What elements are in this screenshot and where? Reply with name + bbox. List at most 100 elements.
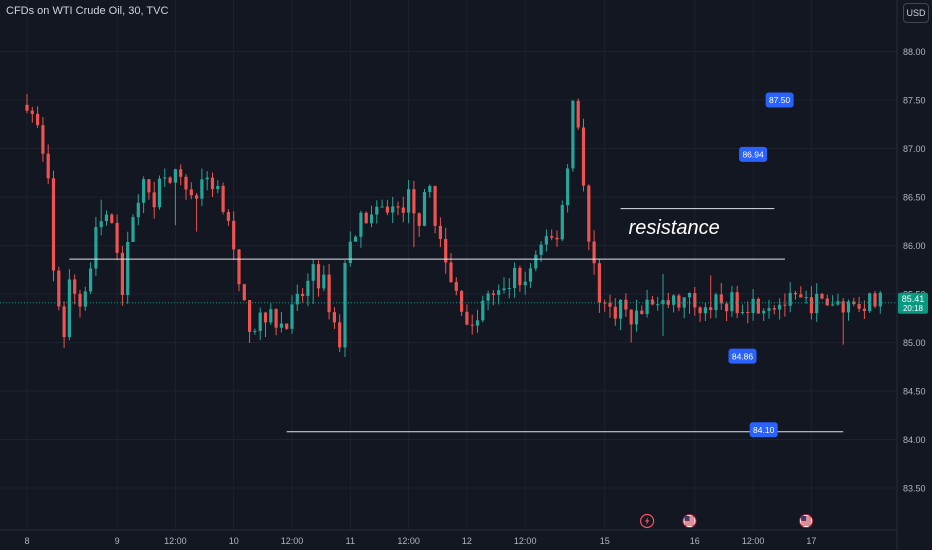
candle-body	[295, 293, 299, 305]
candle-body	[454, 282, 458, 291]
candle-body	[412, 189, 416, 214]
candle-body	[555, 237, 559, 240]
candle-body	[703, 307, 707, 314]
candle-body	[311, 264, 315, 281]
candle-body	[131, 217, 135, 243]
candle-body	[857, 304, 861, 309]
candle-body	[767, 308, 771, 311]
candle-body	[417, 213, 421, 226]
candle-body	[762, 310, 766, 314]
us-flag-icon[interactable]	[799, 514, 814, 528]
candle-body	[672, 295, 676, 305]
candle-body	[41, 125, 45, 154]
candle-body	[444, 238, 448, 263]
candle-body	[136, 202, 140, 218]
resistance-annotation[interactable]: resistance	[628, 216, 720, 239]
candle-body	[868, 293, 872, 312]
x-tick-label: 12:00	[742, 536, 765, 546]
candle-body	[608, 302, 612, 307]
candle-body	[544, 236, 548, 245]
candle-body	[778, 304, 782, 310]
candle-body	[253, 330, 257, 332]
candle-body	[401, 207, 405, 213]
price-label-bg	[728, 348, 757, 364]
price-label-tag[interactable]: 86.94	[739, 146, 768, 162]
x-tick-label: 8	[24, 536, 29, 546]
candle-body	[793, 292, 798, 295]
candle-body	[656, 304, 660, 306]
price-label-tag[interactable]: 87.50	[765, 92, 794, 108]
candle-body	[693, 293, 697, 308]
y-tick-label: 84.50	[903, 387, 926, 397]
candle-body	[581, 127, 586, 186]
price-label-tag[interactable]: 84.86	[728, 348, 757, 364]
candle-body	[237, 249, 241, 285]
candle-body	[195, 195, 199, 199]
candle-body	[560, 205, 564, 240]
candle-body	[226, 211, 230, 221]
candle-body	[168, 177, 172, 183]
candle-body	[152, 192, 156, 208]
candle-body	[301, 293, 305, 296]
symbol-title: CFDs on WTI Crude Oil, 30, TVC	[6, 5, 169, 17]
candle-body	[613, 306, 617, 319]
candle-body	[730, 292, 734, 312]
x-tick-label: 17	[806, 536, 816, 546]
candle-body	[279, 323, 283, 328]
candle-body	[25, 104, 29, 111]
candle-body	[163, 177, 167, 179]
candle-body	[873, 293, 877, 307]
candle-body	[475, 320, 480, 326]
candle-body	[735, 292, 739, 314]
flag-icon-canton	[684, 516, 690, 521]
x-tick-label: 12:00	[397, 536, 420, 546]
candle-body	[30, 110, 34, 114]
candle-body	[327, 274, 331, 313]
candle-body	[486, 293, 490, 301]
candles-group	[25, 94, 882, 357]
lightning-icon[interactable]	[639, 513, 655, 529]
candle-body	[67, 279, 71, 338]
candle-body	[385, 206, 389, 213]
flag-icon-canton	[801, 516, 807, 521]
candle-body	[550, 236, 554, 238]
lightning-icon-bolt	[644, 517, 650, 525]
candle-body	[126, 242, 130, 295]
candle-body	[248, 300, 252, 332]
price-label-tag[interactable]: 84.10	[749, 422, 778, 438]
candle-body	[104, 214, 109, 222]
candle-body	[634, 310, 639, 325]
candle-body	[619, 299, 623, 319]
candle-body	[783, 304, 787, 306]
x-tick-label: 12	[462, 536, 472, 546]
y-tick-label: 84.00	[903, 435, 926, 445]
candle-body	[624, 299, 628, 310]
candle-body	[465, 311, 469, 325]
candle-body	[539, 244, 543, 255]
candle-body	[120, 252, 124, 295]
candle-body	[407, 189, 411, 213]
last-price-countdown: 20:18	[903, 304, 924, 313]
candle-body	[862, 308, 866, 312]
candle-body	[725, 303, 729, 312]
y-tick-label: 83.50	[903, 484, 926, 494]
y-tick-label: 86.50	[903, 193, 926, 203]
candle-body	[523, 281, 527, 286]
us-flag-icon[interactable]	[682, 514, 697, 528]
currency-button[interactable]: USD	[903, 3, 929, 23]
candle-body	[359, 212, 363, 237]
candle-body	[73, 279, 77, 294]
candle-body	[460, 290, 464, 312]
x-tick-label: 15	[600, 536, 610, 546]
candle-body	[809, 297, 813, 314]
price-label-text: 84.86	[732, 351, 754, 361]
candle-body	[375, 206, 379, 215]
candle-body	[491, 293, 495, 295]
last-price-value: 85.41	[902, 294, 925, 304]
candle-body	[348, 241, 352, 263]
candle-body	[878, 292, 882, 307]
candle-body	[799, 294, 803, 298]
candle-body	[518, 267, 522, 286]
candle-body	[274, 309, 278, 328]
